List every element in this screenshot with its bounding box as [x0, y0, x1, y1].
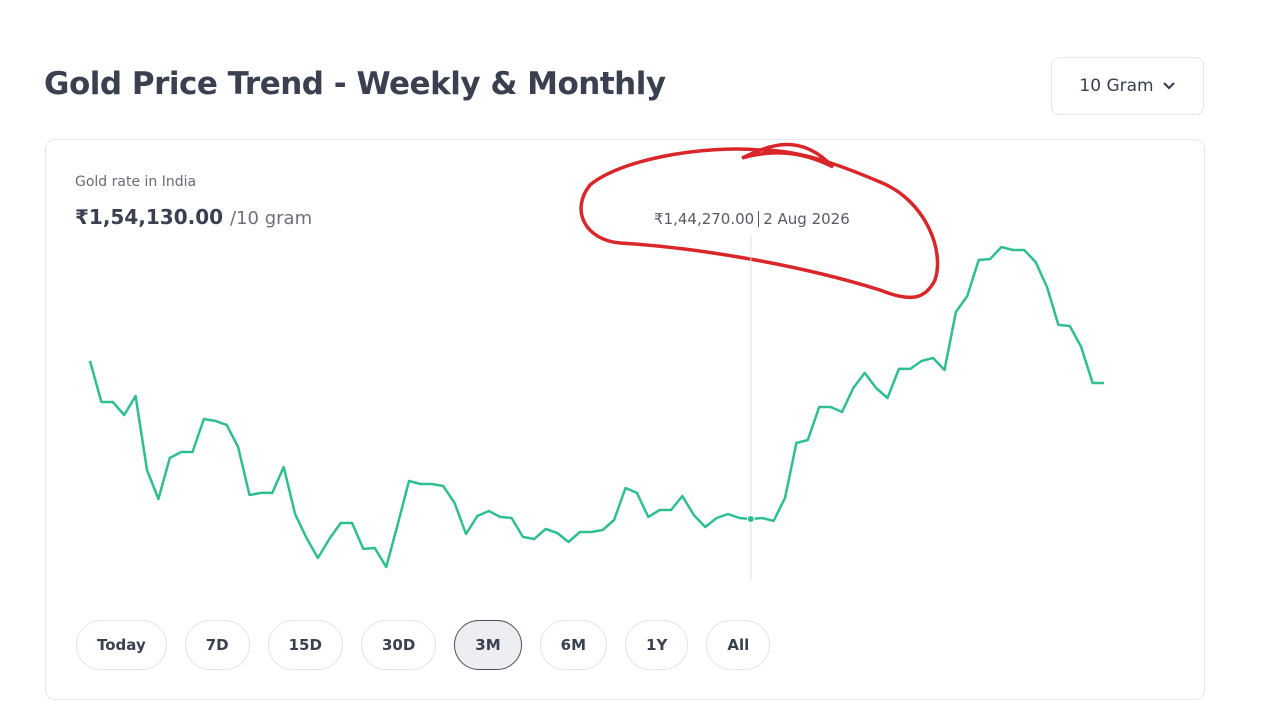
tooltip-price: ₹1,44,270.00: [654, 210, 755, 228]
range-buttons: Today 7D 15D 30D 3M 6M 1Y All: [76, 620, 771, 670]
chart-card: [45, 139, 1205, 700]
tooltip: ₹1,44,270.00 2 Aug 2026: [654, 210, 850, 228]
range-button[interactable]: All: [706, 620, 771, 670]
range-button[interactable]: 15D: [267, 620, 343, 670]
current-price: ₹1,54,130.00 /10 gram: [75, 205, 312, 229]
card-label: Gold rate in India: [75, 174, 197, 190]
range-button[interactable]: 30D: [360, 620, 437, 670]
range-button[interactable]: Today: [76, 620, 167, 670]
range-button[interactable]: 7D: [184, 620, 250, 670]
chevron-icon: [1162, 82, 1175, 90]
unit-dropdown-label: 10 Gram: [1079, 76, 1154, 96]
page-title: Gold Price Trend - Weekly & Monthly: [44, 66, 666, 102]
range-button[interactable]: 3M: [454, 620, 522, 670]
range-button[interactable]: 6M: [539, 620, 608, 670]
price-unit: /10 gram: [230, 208, 313, 229]
unit-dropdown[interactable]: 10 Gram: [1051, 57, 1204, 115]
tooltip-separator: [758, 211, 760, 227]
tooltip-date: 2 Aug 2026: [763, 210, 850, 228]
price-value: ₹1,54,130.00: [75, 205, 224, 229]
range-button[interactable]: 1Y: [625, 620, 689, 670]
